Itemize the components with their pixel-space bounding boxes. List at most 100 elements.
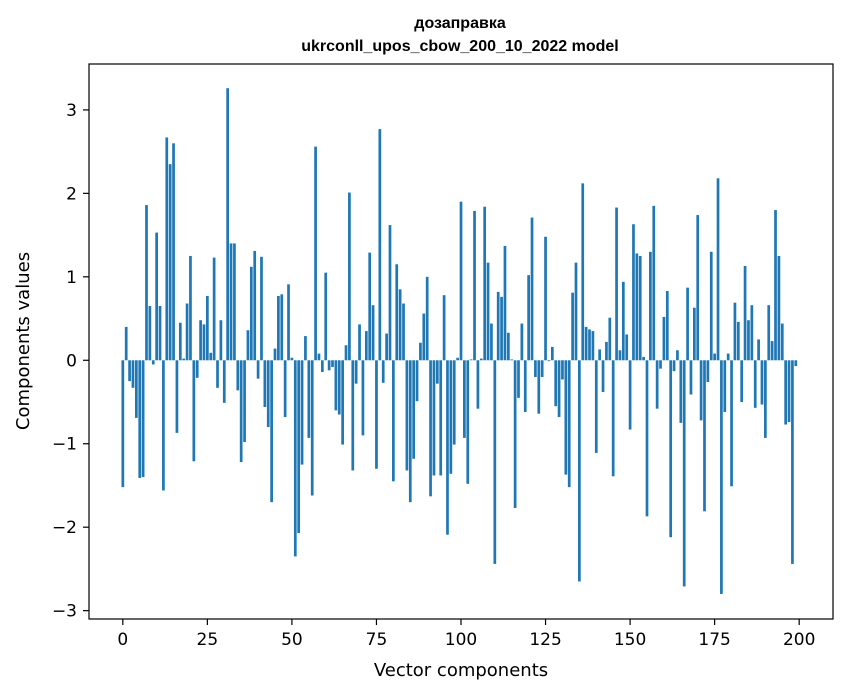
bar	[199, 320, 202, 361]
bar	[608, 317, 612, 361]
bar	[665, 291, 669, 361]
bar	[206, 296, 209, 361]
bar	[598, 349, 602, 361]
x-axis-label: Vector components	[374, 660, 548, 681]
bar	[195, 360, 199, 378]
bar	[435, 360, 439, 384]
bar	[239, 360, 243, 463]
x-tick-label: 200	[783, 630, 815, 650]
bar	[510, 359, 514, 361]
bar	[300, 360, 304, 465]
bar	[320, 360, 324, 372]
bar	[476, 360, 480, 409]
bar	[567, 360, 571, 488]
bar	[540, 360, 544, 377]
bar	[642, 356, 645, 361]
bar	[256, 360, 260, 379]
y-tick-label: −3	[52, 602, 77, 622]
bar	[368, 252, 372, 361]
bar	[672, 360, 676, 372]
bar	[439, 360, 443, 476]
bar	[209, 352, 213, 361]
bar	[134, 360, 138, 418]
plot-frame	[88, 63, 834, 620]
bar	[141, 360, 145, 478]
bar	[463, 360, 466, 438]
bar	[253, 250, 257, 361]
bar	[588, 329, 591, 361]
bar	[148, 306, 152, 361]
bar	[469, 359, 473, 361]
bar	[723, 360, 727, 413]
bar	[304, 336, 307, 361]
bar	[479, 358, 483, 361]
bars-group	[121, 88, 798, 594]
bar	[314, 146, 317, 361]
bar	[422, 313, 426, 361]
bar	[618, 350, 622, 361]
bar	[483, 206, 487, 361]
bar	[784, 360, 788, 425]
bar	[327, 360, 331, 371]
bar	[513, 360, 517, 508]
bar	[216, 360, 219, 388]
bar	[348, 192, 351, 361]
bar	[273, 348, 277, 361]
bar	[270, 360, 273, 503]
bar	[649, 251, 652, 361]
y-tick-label: −1	[52, 435, 77, 455]
x-axis-ticks: 0 25 50 75 100 125 150 175 200	[117, 619, 815, 650]
bar	[408, 360, 412, 503]
bar	[564, 360, 568, 475]
bar	[162, 360, 165, 491]
bar	[168, 164, 172, 361]
bar	[246, 330, 250, 361]
bar	[452, 360, 456, 445]
bar	[280, 294, 284, 361]
y-tick-label: 2	[66, 184, 77, 204]
bar	[534, 360, 537, 377]
bar	[703, 360, 706, 512]
bar	[659, 360, 662, 369]
bar	[456, 357, 459, 361]
bar	[260, 256, 263, 361]
bar	[212, 257, 216, 361]
bar	[770, 341, 774, 361]
bar	[381, 360, 385, 383]
bar	[189, 255, 192, 361]
bar	[720, 360, 723, 594]
bar	[736, 321, 740, 361]
bar	[364, 331, 368, 361]
bar	[297, 360, 301, 534]
bar	[561, 360, 564, 380]
bar	[378, 129, 382, 361]
bar	[432, 360, 436, 476]
bar	[202, 324, 206, 361]
bar	[442, 295, 446, 361]
bar	[395, 264, 399, 361]
bar	[652, 205, 656, 361]
y-tick-label: 0	[66, 351, 77, 371]
bar	[750, 305, 754, 361]
bar	[682, 360, 686, 587]
bar	[574, 262, 578, 361]
bar	[121, 360, 125, 488]
y-tick-label: 1	[66, 268, 77, 288]
bar	[591, 331, 595, 361]
bar	[219, 320, 223, 361]
bar	[324, 272, 328, 361]
bar	[777, 255, 781, 361]
x-tick-label: 100	[445, 630, 477, 650]
bar	[415, 360, 419, 402]
bar	[520, 323, 524, 361]
bar	[226, 88, 230, 361]
bar	[446, 360, 449, 535]
bar	[412, 360, 416, 459]
bar	[398, 289, 402, 361]
bar	[662, 316, 666, 361]
chart-subtitle: ukrconll_upos_cbow_200_10_2022 model	[301, 38, 618, 55]
bar	[679, 360, 683, 423]
bar	[530, 217, 534, 361]
bar	[601, 360, 605, 392]
bar	[317, 353, 321, 361]
